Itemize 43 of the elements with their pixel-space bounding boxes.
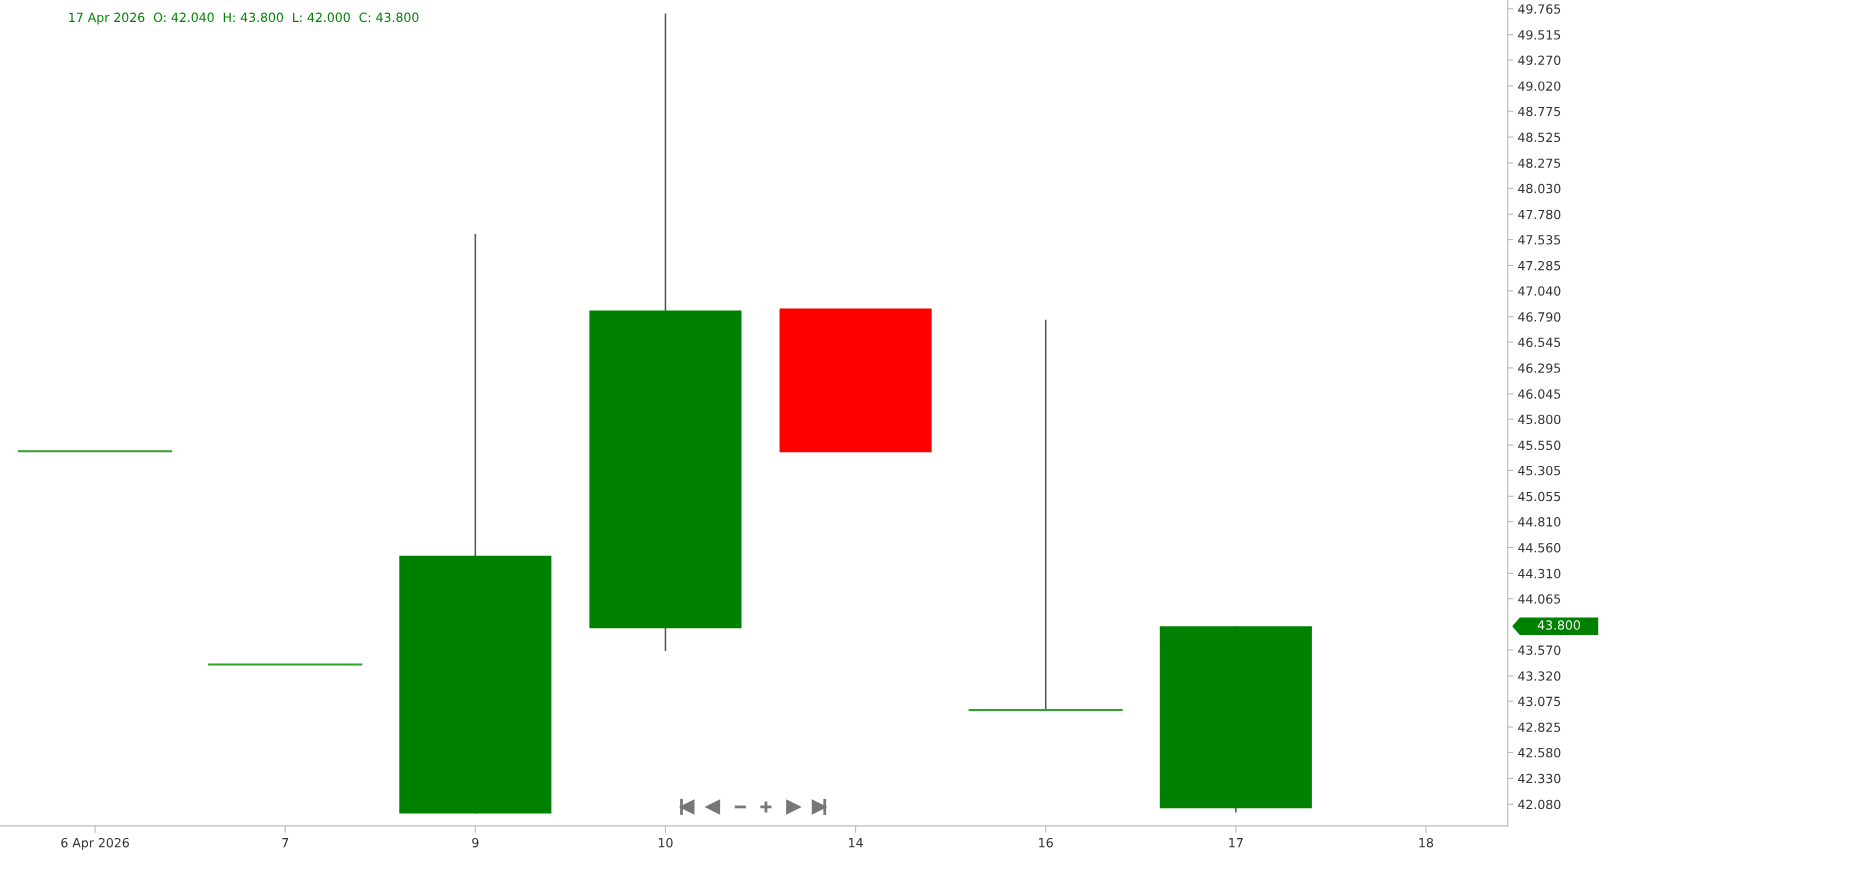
y-tick-label: 47.535 — [1518, 235, 1561, 245]
x-tick-label: 16 — [1039, 837, 1053, 848]
y-tick-label: 42.825 — [1518, 722, 1561, 733]
y-tick-label: 46.545 — [1518, 337, 1561, 347]
x-tick-label: 6 Apr 2026 — [61, 837, 129, 850]
y-tick-label: 45.550 — [1518, 440, 1561, 450]
y-tick-label: 44.310 — [1518, 568, 1561, 579]
y-tick-label: 45.800 — [1518, 414, 1561, 425]
y-tick-label: 44.810 — [1518, 517, 1561, 527]
y-tick-label: 49.270 — [1518, 55, 1561, 65]
y-tick-label: 43.570 — [1518, 645, 1561, 655]
y-tick-label: 44.560 — [1518, 542, 1561, 553]
x-tick-label: 9 — [472, 837, 479, 848]
x-tick-label: 7 — [282, 838, 289, 848]
y-tick-label: 42.580 — [1518, 747, 1561, 758]
y-tick-label: 48.030 — [1518, 183, 1561, 194]
candlestick — [779, 308, 932, 453]
y-tick-label: 45.305 — [1518, 465, 1561, 476]
y-tick-label: 44.065 — [1518, 594, 1561, 604]
y-tick-label: 45.055 — [1518, 491, 1561, 502]
y-tick-label: 42.080 — [1518, 799, 1561, 810]
text: 43.800 — [1537, 620, 1581, 630]
y-tick-label: 46.295 — [1518, 363, 1561, 373]
y-tick-label: 43.320 — [1518, 671, 1561, 681]
x-tick-label: 18 — [1419, 837, 1434, 848]
y-tick-label: 46.790 — [1518, 312, 1561, 322]
y-tick-label: 46.045 — [1518, 389, 1561, 399]
y-tick-label: 47.780 — [1518, 209, 1561, 220]
y-tick-label: 48.275 — [1518, 158, 1561, 168]
y-tick-label: 47.285 — [1518, 260, 1561, 271]
x-tick-label: 17 — [1229, 838, 1243, 848]
x-tick-label: 10 — [658, 837, 673, 848]
y-tick-label: 42.330 — [1518, 773, 1561, 784]
y-tick-label: 48.525 — [1518, 132, 1561, 143]
x-tick-label: 14 — [849, 838, 863, 848]
y-tick-label: 49.765 — [1518, 4, 1561, 14]
y-tick-label: 49.515 — [1518, 30, 1561, 40]
y-tick-label: 47.040 — [1518, 286, 1561, 296]
y-tick-label: 48.775 — [1518, 106, 1561, 117]
y-tick-label: 43.075 — [1518, 696, 1561, 707]
candlestick — [208, 663, 363, 666]
text: 17 Apr 2026 O: 42.040 H: 43.800 L: 42.000 C: 43.800 — [69, 12, 419, 25]
y-tick-label: 49.020 — [1518, 81, 1561, 91]
